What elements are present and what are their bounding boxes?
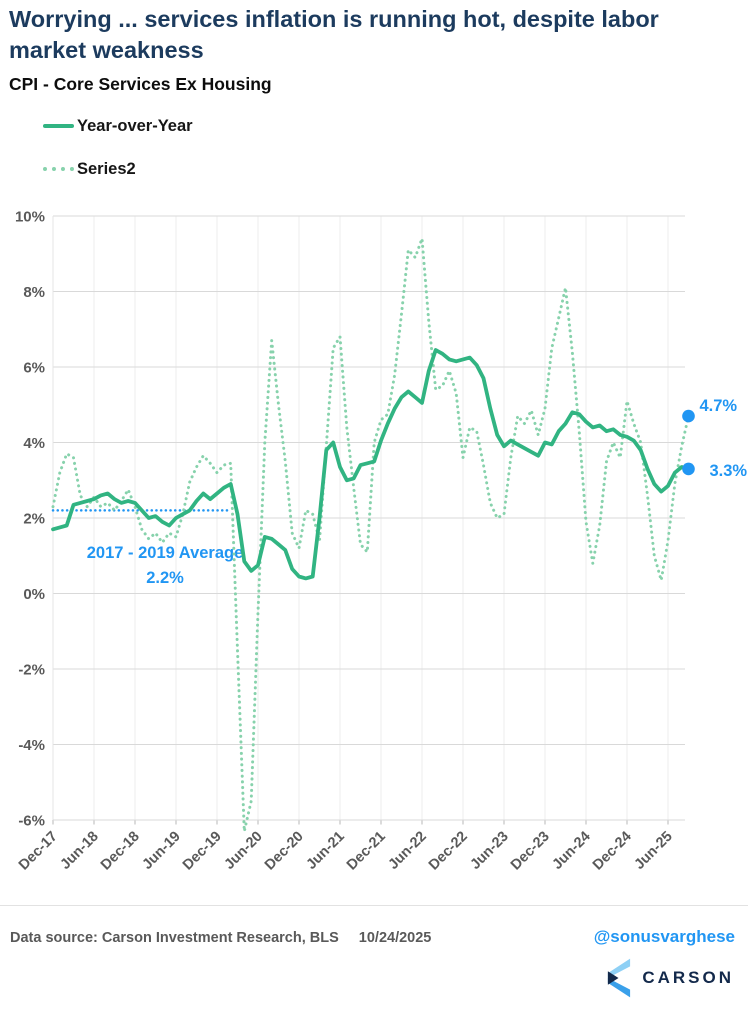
- y-tick-label: 6%: [23, 360, 45, 377]
- y-tick-label: -2%: [18, 662, 45, 679]
- footer-row: Data source: Carson Investment Research,…: [0, 906, 748, 947]
- legend-item-series2: Series2: [43, 158, 193, 180]
- y-tick-label: 8%: [23, 284, 45, 301]
- series2-end-dot: [682, 409, 695, 423]
- year-over-year-line: [51, 348, 691, 581]
- y-tick-label: -6%: [18, 813, 45, 830]
- yoy-end-label: 3.3%: [710, 462, 748, 480]
- x-tick-label: Dec-23: [508, 829, 553, 874]
- author-handle-link[interactable]: @sonusvarghese: [593, 927, 735, 946]
- x-tick-label: Dec-21: [344, 829, 389, 874]
- average-annotation: 2017 - 2019 Average 2.2%: [87, 544, 244, 587]
- yoy-end-dot: [682, 462, 695, 476]
- x-axis-tick-marks: [52, 820, 669, 825]
- y-axis-labels: 10% 8% 6% 4% 2% 0% -2% -4% -6%: [15, 209, 45, 830]
- legend: Year-over-Year Series2: [43, 115, 193, 201]
- x-tick-label: Jun-23: [467, 829, 511, 873]
- x-tick-label: Dec-18: [98, 829, 143, 874]
- carson-logo-text: CARSON: [642, 968, 734, 987]
- solid-line-swatch-icon: [43, 124, 74, 128]
- carson-logo: CARSON: [604, 958, 734, 998]
- legend-item-year-over-year: Year-over-Year: [43, 115, 193, 137]
- y-tick-label: 10%: [15, 209, 45, 226]
- dotted-line-swatch-icon: [43, 167, 74, 171]
- series2-dotted-line: [51, 237, 690, 833]
- chart-subtitle: CPI - Core Services Ex Housing: [9, 74, 272, 94]
- x-tick-label: Dec-24: [590, 829, 635, 874]
- legend-label-year-over-year: Year-over-Year: [77, 116, 193, 135]
- chart-date: 10/24/2025: [358, 930, 432, 946]
- x-tick-label: Jun-21: [303, 829, 347, 873]
- y-tick-label: -4%: [18, 737, 45, 754]
- cpi-line-chart: 2017 - 2019 Average2.2%4.7%3.3%Dec-17Jun…: [15, 209, 748, 874]
- data-source-line: Data source: Carson Investment Research,…: [10, 930, 431, 946]
- x-tick-label: Jun-19: [139, 829, 183, 873]
- x-tick-label: Dec-20: [262, 829, 307, 874]
- series2-end-label: 4.7%: [700, 397, 738, 415]
- page-title: Worrying ... services inflation is runni…: [9, 6, 659, 64]
- x-tick-label: Jun-20: [221, 829, 265, 873]
- y-tick-label: 2%: [23, 511, 45, 528]
- x-tick-label: Dec-19: [180, 829, 225, 874]
- x-tick-label: Dec-17: [16, 829, 61, 874]
- x-tick-label: Jun-24: [549, 829, 593, 873]
- footer: Data source: Carson Investment Research,…: [0, 905, 748, 1024]
- y-tick-label: 0%: [23, 586, 45, 603]
- end-markers: [682, 409, 695, 476]
- data-source-text: Data source: Carson Investment Research,…: [10, 930, 339, 946]
- carson-logo-icon: [608, 958, 631, 998]
- y-tick-label: 4%: [23, 435, 45, 452]
- x-tick-label: Jun-22: [385, 829, 429, 873]
- x-tick-label: Jun-25: [631, 829, 675, 873]
- x-tick-label: Dec-22: [426, 829, 471, 874]
- x-axis-labels: Dec-17Jun-18Dec-18Jun-19Dec-19Jun-20Dec-…: [16, 829, 676, 874]
- svg-text:2.2%: 2.2%: [146, 569, 184, 587]
- x-tick-label: Jun-18: [57, 829, 101, 873]
- legend-label-series2: Series2: [77, 159, 136, 178]
- end-value-labels: 4.7% 3.3%: [700, 397, 748, 480]
- svg-text:2017 - 2019 Average: 2017 - 2019 Average: [87, 544, 244, 562]
